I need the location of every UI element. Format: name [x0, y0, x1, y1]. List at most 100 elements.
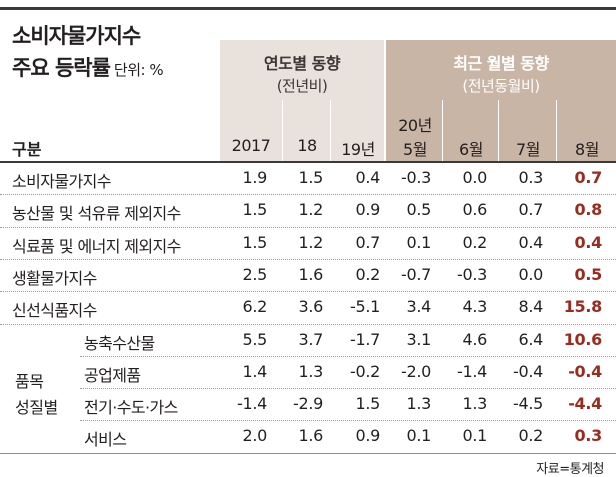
- col-header-2017: 2017: [231, 136, 271, 155]
- column-divider: [282, 100, 283, 161]
- row-divider: [80, 355, 616, 358]
- table-cell: 0.2: [462, 232, 487, 252]
- row-divider: [0, 258, 616, 261]
- table-cell: 1.2: [298, 200, 323, 220]
- table-cell: 3.1: [406, 329, 431, 349]
- table-cell: 1.5: [242, 200, 267, 220]
- table-cell: -2.9: [292, 394, 323, 414]
- table-cell: 6.4: [518, 329, 543, 349]
- col-header-19: 19년: [341, 140, 375, 159]
- table-cell: 4.6: [462, 329, 487, 349]
- monthly-header: 최근 월별 동향 (전년동월비): [386, 40, 616, 161]
- row-label: 농축수산물: [84, 333, 155, 353]
- table-cell: 0.7: [355, 232, 380, 252]
- group-label-line2: 성질별: [15, 398, 58, 417]
- column-divider: [498, 100, 499, 161]
- row-label: 생활물가지수: [12, 268, 97, 288]
- row-label: 소비자물가지수: [12, 172, 111, 191]
- header-rule: [0, 161, 616, 163]
- top-rule: [0, 7, 616, 10]
- col-header-aug: 8월: [575, 140, 599, 159]
- row-label: 전기·수도·가스: [84, 398, 178, 418]
- table-cell: -0.7: [400, 264, 431, 284]
- table-cell: -0.3: [400, 168, 431, 187]
- table-cell: 1.9: [242, 168, 267, 187]
- table-cell: -4.5: [512, 394, 543, 414]
- annual-header: 연도별 동향 (전년비): [220, 40, 384, 161]
- row-label: 서비스: [84, 430, 127, 450]
- col-header-jul: 7월: [516, 140, 540, 159]
- row-divider: [0, 291, 616, 293]
- category-header: 구분: [12, 140, 42, 159]
- column-divider: [556, 100, 557, 161]
- annual-header-title: 연도별 동향: [263, 54, 341, 73]
- column-divider: [442, 100, 443, 161]
- table-cell: -4.4: [568, 394, 602, 414]
- table-cell: 3.4: [406, 297, 431, 317]
- table-cell: 0.0: [518, 264, 543, 284]
- table-cell: 1.2: [298, 232, 323, 252]
- table-cell: 15.8: [563, 297, 603, 317]
- title-line1: 소비자물가지수: [12, 24, 141, 48]
- col-header-18: 18: [297, 136, 317, 155]
- table-cell: 0.7: [574, 168, 603, 187]
- table-cell: 1.6: [298, 264, 323, 284]
- table-cell: 0.3: [518, 168, 543, 187]
- row-divider: [0, 226, 616, 229]
- table-cell: -0.4: [512, 361, 543, 381]
- row-divider: [0, 194, 616, 196]
- row-label: 신선식품지수: [12, 301, 97, 321]
- table-cell: 10.6: [563, 329, 603, 349]
- row-label: 공업제품: [84, 365, 141, 385]
- table-cell: 1.5: [355, 394, 380, 414]
- table-cell: 0.5: [574, 264, 603, 284]
- table-cell: -5.1: [349, 297, 380, 317]
- table-cell: 0.9: [355, 200, 380, 220]
- table-cell: -1.4: [456, 361, 487, 381]
- table-cell: 0.1: [462, 426, 487, 446]
- table-cell: 1.6: [298, 426, 323, 446]
- table-cell: -2.0: [400, 361, 431, 381]
- monthly-header-title: 최근 월별 동향: [453, 54, 549, 73]
- table-cell: 0.9: [355, 426, 380, 446]
- table-cell: 0.6: [462, 200, 487, 220]
- table-cell: -0.4: [568, 361, 602, 381]
- table-cell: 0.5: [406, 200, 431, 220]
- table-cell: 2.0: [242, 426, 267, 446]
- table-cell: 5.5: [242, 329, 267, 349]
- table-cell: 3.6: [298, 297, 323, 317]
- table-cell: 4.3: [462, 297, 487, 317]
- chart-title: 소비자물가지수 주요 등락률 단위: %: [12, 20, 164, 86]
- group-label-line1: 품목: [15, 372, 44, 391]
- row-label: 농산물 및 석유류 제외지수: [12, 204, 181, 224]
- table-cell: -1.7: [349, 329, 380, 349]
- table-cell: 0.8: [574, 200, 603, 220]
- table-cell: 6.2: [242, 297, 267, 317]
- table-cell: 1.3: [462, 394, 487, 414]
- group-divider: [0, 323, 616, 326]
- unit-label: 단위: %: [113, 61, 164, 79]
- monthly-header-sub: (전년동월비): [462, 77, 540, 95]
- row-divider: [80, 388, 616, 390]
- table-cell: 1.5: [298, 168, 323, 187]
- bottom-rule: [0, 453, 616, 454]
- table-cell: 1.5: [242, 232, 267, 252]
- table-cell: 0.4: [518, 232, 543, 252]
- col-header-20-year: 20년: [398, 116, 432, 135]
- table-cell: 0.0: [462, 168, 487, 187]
- table-cell: 2.5: [242, 264, 267, 284]
- table-cell: -0.2: [349, 361, 380, 381]
- table-cell: -1.4: [236, 394, 267, 414]
- table-cell: 0.4: [574, 232, 603, 252]
- table-cell: 0.3: [574, 426, 603, 446]
- table-cell: 0.2: [355, 264, 380, 284]
- column-divider: [330, 100, 331, 161]
- title-line2: 주요 등락률 단위: %: [12, 56, 164, 80]
- table-cell: 0.1: [406, 232, 431, 252]
- table-cell: 0.7: [518, 200, 543, 220]
- col-header-jun: 6월: [459, 140, 483, 159]
- row-divider: [80, 420, 616, 422]
- table-cell: 0.4: [355, 168, 380, 187]
- table-cell: 8.4: [518, 297, 543, 317]
- table-cell: 3.7: [298, 329, 323, 349]
